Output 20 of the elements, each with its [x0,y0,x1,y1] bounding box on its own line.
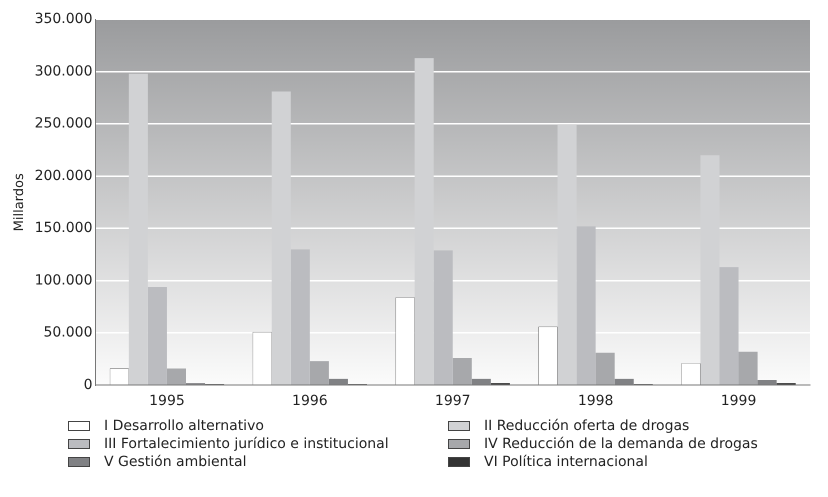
y-tick-label: 150.000 [34,220,92,236]
y-tick-label: 300.000 [34,63,92,80]
legend-label: I Desarrollo alternativo [104,418,264,434]
x-tick-label: 1995 [149,393,185,410]
legend-label: VI Política internacional [484,454,648,470]
x-tick-label: 1998 [578,393,614,410]
y-tick-label: 50.000 [43,324,92,341]
x-tick-label: 1997 [434,393,471,410]
legend-label: IV Reducción de la demanda de drogas [484,436,758,452]
y-tick-label: 100.000 [34,272,92,288]
y-tick-label: 0 [84,376,92,393]
legend-label: V Gestión ambiental [104,454,246,470]
legend-label: III Fortalecimiento jurídico e institucional [104,436,389,452]
y-axis-title: Millardos [12,173,28,232]
x-tick-label: 1999 [720,393,756,410]
y-tick-label: 250.000 [34,116,92,132]
y-tick-label: 200.000 [34,168,92,184]
text: II Reducción oferta de drogas [484,418,690,434]
x-tick-label: 1996 [292,393,328,410]
y-tick-label: 350.000 [34,11,92,28]
